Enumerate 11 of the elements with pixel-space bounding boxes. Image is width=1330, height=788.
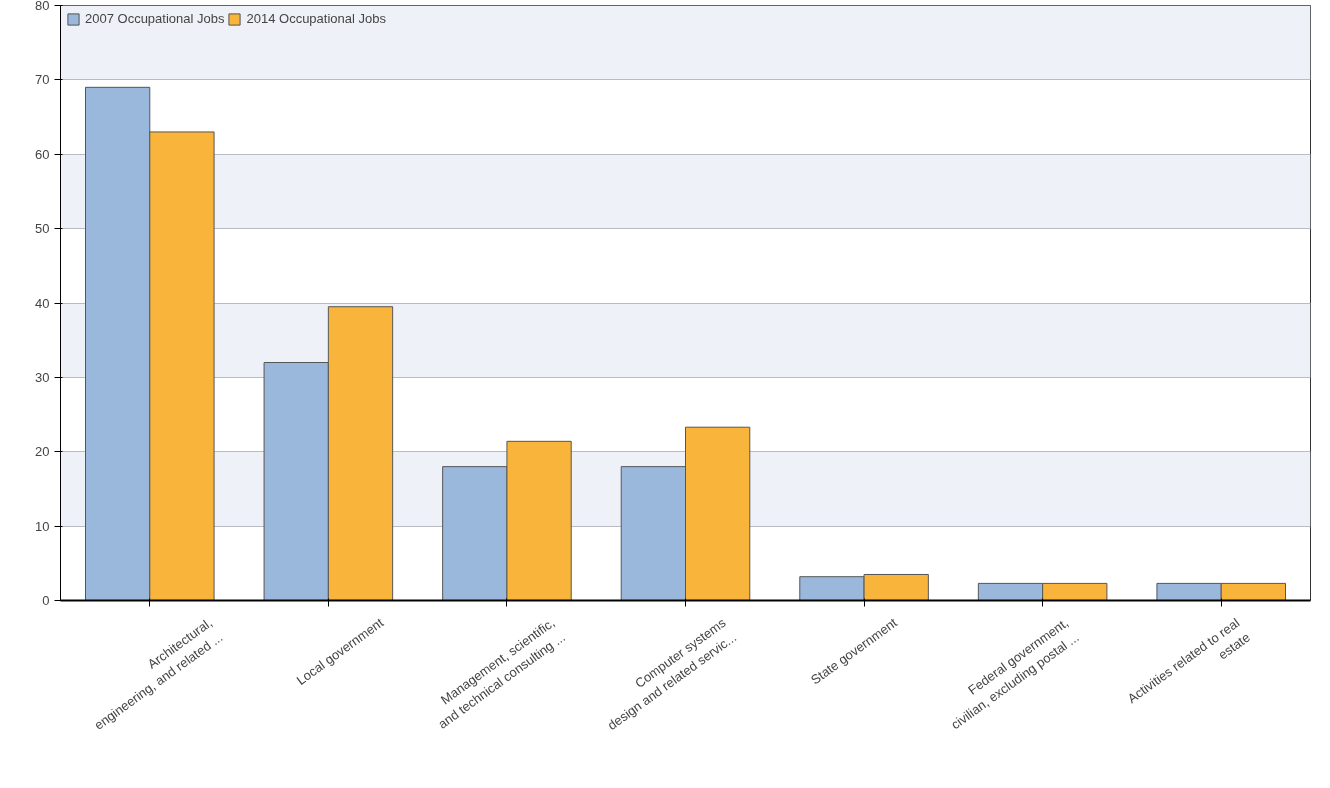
y-tick-label: 30 (35, 369, 50, 385)
y-tick-label: 50 (35, 221, 50, 237)
legend-label: 2014 Occupational Jobs (246, 11, 386, 26)
legend-label: 2007 Occupational Jobs (85, 11, 225, 26)
y-tick-label: 70 (35, 72, 50, 88)
y-tick-label: 20 (35, 444, 50, 460)
y-tick-label: 40 (35, 295, 50, 311)
y-tick-label: 80 (35, 0, 50, 13)
y-tick-label: 60 (35, 146, 50, 162)
y-tick-label: 10 (35, 518, 50, 534)
y-tick-label: 0 (42, 593, 50, 608)
